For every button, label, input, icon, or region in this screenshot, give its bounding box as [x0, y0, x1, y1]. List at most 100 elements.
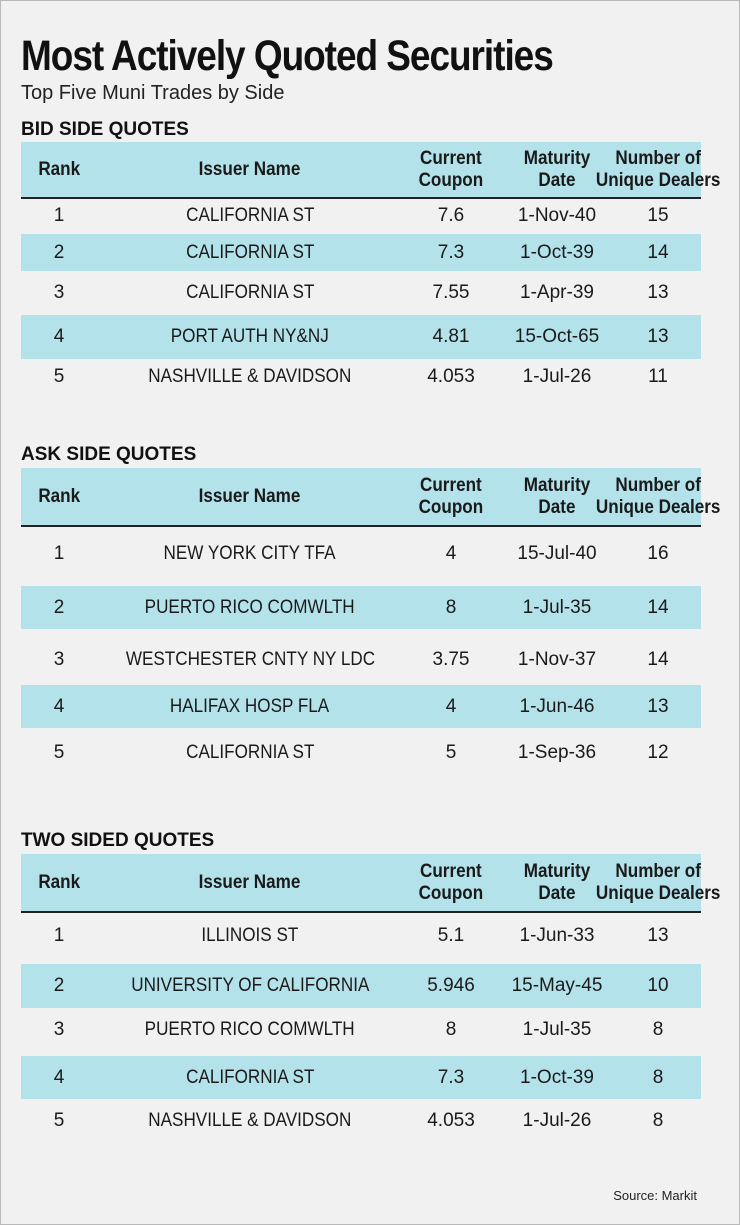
header-maturity-text: Maturity Date: [524, 148, 591, 192]
cell-issuer-value: CALIFORNIA ST: [185, 282, 315, 303]
cell-coupon: 3.75: [403, 637, 499, 683]
table-row: 2 UNIVERSITY OF CALIFORNIA 5.946 15-May-45 1…: [21, 964, 701, 1008]
cell-dealers: 14: [615, 586, 701, 629]
header-dealers-text: Number of Unique Dealers: [596, 148, 720, 192]
cell-coupon: 7.3: [403, 1056, 499, 1099]
cell-issuer: CALIFORNIA ST: [97, 728, 403, 778]
cell-dealers-value: 12: [647, 742, 669, 763]
cell-issuer: HALIFAX HOSP FLA: [97, 685, 403, 728]
header-issuer: Issuer Name: [97, 468, 403, 525]
cell-rank: 4: [21, 685, 97, 728]
header-coupon-line: Current: [420, 147, 482, 169]
cell-rank: 3: [21, 637, 97, 683]
cell-dealers-value: 13: [647, 924, 669, 946]
cell-issuer-value: HALIFAX HOSP FLA: [170, 695, 330, 717]
header-coupon: Current Coupon: [403, 468, 499, 525]
table-header: Rank Issuer Name Current Coupon Maturity Date…: [21, 468, 720, 527]
cell-rank-value: 4: [53, 1066, 65, 1088]
cell-dealers: 14: [615, 234, 701, 271]
cell-issuer-value: ILLINOIS ST: [201, 924, 299, 946]
cell-dealers-value: 8: [652, 1066, 664, 1088]
cell-rank: 3: [21, 1008, 97, 1051]
cell-coupon-value: 4: [445, 542, 457, 564]
cell-maturity-value: 1-Jul-26: [522, 1110, 592, 1131]
cell-rank-value: 5: [53, 1110, 65, 1131]
cell-rank: 4: [21, 315, 97, 359]
header-dealers-line: Number of: [615, 860, 701, 882]
cell-rank: 1: [21, 198, 97, 234]
cell-coupon-value: 8: [445, 596, 457, 618]
cell-maturity-value: 1-Jul-35: [522, 596, 592, 618]
header-coupon-line: Coupon: [418, 882, 484, 904]
cell-coupon-value: 4: [445, 695, 457, 717]
cell-maturity: 1-Nov-37: [499, 637, 615, 683]
table-row: 1 NEW YORK CITY TFA 4 15-Jul-40 16: [21, 526, 701, 581]
cell-dealers-value: 8: [652, 1018, 664, 1040]
cell-maturity: 1-Sep-36: [499, 728, 615, 778]
header-maturity: Maturity Date: [499, 142, 615, 197]
cell-issuer: PUERTO RICO COMWLTH: [97, 1008, 403, 1051]
cell-dealers: 15: [615, 198, 701, 234]
cell-maturity: 15-Jul-40: [499, 526, 615, 581]
cell-dealers: 16: [615, 526, 701, 581]
header-dealers-line: Unique Dealers: [595, 882, 721, 904]
header-rank: Rank: [21, 854, 97, 911]
cell-rank-value: 3: [53, 282, 65, 303]
cell-rank-value: 1: [53, 542, 65, 564]
cell-coupon-value: 5: [445, 742, 457, 763]
cell-issuer-value: WESTCHESTER CNTY NY LDC: [125, 649, 375, 670]
cell-coupon: 5: [403, 728, 499, 778]
cell-issuer: WESTCHESTER CNTY NY LDC: [97, 637, 403, 683]
cell-maturity-value: 1-Jul-26: [522, 366, 592, 387]
cell-issuer: PUERTO RICO COMWLTH: [97, 586, 403, 629]
cell-coupon: 5.1: [403, 912, 499, 959]
cell-rank-value: 2: [53, 975, 65, 996]
cell-rank: 5: [21, 359, 97, 395]
cell-coupon-value: 3.75: [432, 649, 470, 670]
cell-coupon-value: 8: [445, 1018, 457, 1040]
cell-coupon-value: 4.053: [427, 366, 475, 387]
header-issuer-text: Issuer Name: [199, 159, 301, 181]
cell-issuer-value: PUERTO RICO COMWLTH: [145, 596, 355, 618]
cell-maturity: 1-Jul-26: [499, 359, 615, 395]
header-dealers-text: Number of Unique Dealers: [596, 475, 720, 519]
cell-rank: 2: [21, 586, 97, 629]
cell-maturity: 1-Nov-40: [499, 198, 615, 234]
cell-coupon-value: 7.3: [437, 241, 465, 263]
section-title: TWO SIDED QUOTES: [21, 830, 215, 851]
cell-issuer-value: NASHVILLE & DAVIDSON: [148, 1110, 352, 1131]
cell-coupon: 4: [403, 526, 499, 581]
cell-coupon-value: 7.3: [437, 1066, 465, 1088]
table-row: 3 PUERTO RICO COMWLTH 8 1-Jul-35 8: [21, 1008, 701, 1051]
cell-maturity-value: 1-Jun-33: [519, 924, 595, 946]
header-coupon: Current Coupon: [403, 142, 499, 197]
cell-dealers-value: 15: [647, 205, 669, 226]
header-issuer-line: Issuer Name: [199, 485, 301, 507]
table-row: 3 WESTCHESTER CNTY NY LDC 3.75 1-Nov-37 14: [21, 637, 701, 683]
cell-coupon-value: 4.053: [427, 1110, 475, 1131]
cell-coupon: 4.053: [403, 359, 499, 395]
cell-maturity: 1-Jun-46: [499, 685, 615, 728]
cell-dealers-value: 16: [647, 542, 669, 564]
header-rank-text: Rank: [38, 159, 80, 181]
cell-dealers-value: 8: [652, 1110, 664, 1131]
cell-rank-value: 2: [53, 596, 65, 618]
cell-maturity: 1-Oct-39: [499, 1056, 615, 1099]
section-title: ASK SIDE QUOTES: [21, 444, 197, 465]
header-maturity-line: Maturity: [523, 474, 591, 496]
cell-maturity: 1-Jul-26: [499, 1099, 615, 1143]
cell-dealers: 11: [615, 359, 701, 395]
cell-maturity-value: 1-Apr-39: [520, 282, 594, 303]
header-maturity-line: Date: [538, 496, 576, 518]
cell-dealers: 8: [615, 1099, 701, 1143]
page-subtitle: Top Five Muni Trades by Side: [21, 82, 285, 104]
cell-rank-value: 5: [53, 742, 65, 763]
cell-maturity-value: 15-May-45: [511, 975, 603, 996]
cell-dealers: 13: [615, 271, 701, 315]
cell-maturity: 1-Jul-35: [499, 586, 615, 629]
cell-rank-value: 1: [53, 924, 65, 946]
cell-issuer-value: CALIFORNIA ST: [185, 1066, 315, 1088]
cell-issuer: CALIFORNIA ST: [97, 198, 403, 234]
cell-issuer: CALIFORNIA ST: [97, 234, 403, 271]
